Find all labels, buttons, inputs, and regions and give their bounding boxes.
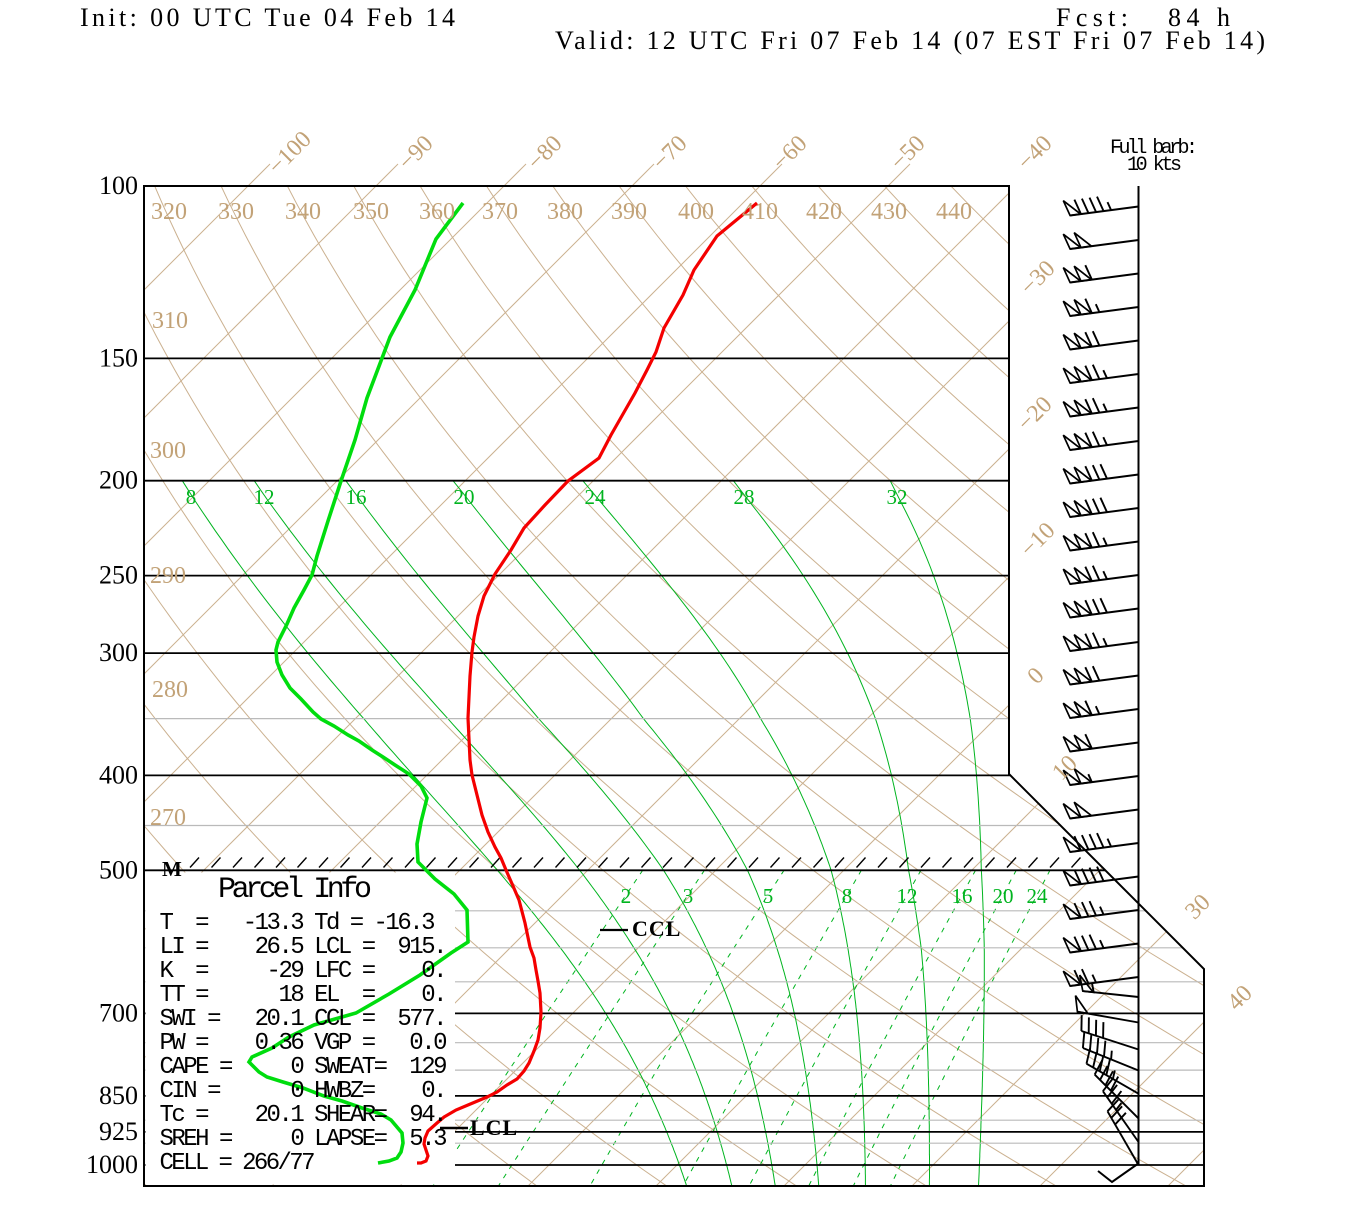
svg-text:320: 320 — [151, 199, 187, 225]
svg-text:925: 925 — [99, 1117, 138, 1146]
svg-text:410: 410 — [742, 199, 778, 225]
svg-text:350: 350 — [353, 199, 389, 225]
svg-text:CELL = 266/77: CELL = 266/77 — [160, 1150, 316, 1177]
svg-text:100: 100 — [99, 171, 138, 200]
svg-text:SREH = 0 LAPSE= 5.3: SREH = 0 LAPSE= 5.3 — [160, 1126, 448, 1153]
svg-text:Init: 00 UTC Tue 04 Feb 14: Init: 00 UTC Tue 04 Feb 14 — [80, 3, 455, 32]
svg-text:300: 300 — [150, 438, 186, 464]
svg-text:200: 200 — [99, 466, 138, 495]
svg-text:8: 8 — [186, 485, 197, 509]
svg-text:1000: 1000 — [86, 1150, 138, 1179]
svg-text:28: 28 — [734, 485, 755, 509]
svg-text:150: 150 — [99, 343, 138, 372]
svg-text:12: 12 — [897, 884, 918, 908]
svg-text:2: 2 — [621, 884, 632, 908]
svg-text:270: 270 — [150, 805, 186, 831]
svg-text:K = -29 LFC = 0.: K = -29 LFC = 0. — [160, 958, 448, 985]
svg-text:16: 16 — [346, 485, 367, 509]
svg-text:LI = 26.5 LCL = 915.: LI = 26.5 LCL = 915. — [160, 934, 448, 961]
svg-text:390: 390 — [611, 199, 647, 225]
svg-text:Parcel Info: Parcel Info — [218, 873, 372, 907]
svg-text:20: 20 — [454, 485, 475, 509]
svg-text:84 h: 84 h — [1168, 3, 1230, 32]
svg-text:310: 310 — [152, 308, 188, 334]
svg-text:LCL: LCL — [470, 1115, 518, 1140]
svg-text:10 kts: 10 kts — [1127, 154, 1182, 177]
svg-text:440: 440 — [936, 199, 972, 225]
svg-text:8: 8 — [842, 884, 853, 908]
svg-text:280: 280 — [152, 677, 188, 703]
svg-text:24: 24 — [585, 485, 607, 509]
svg-text:Full barb:: Full barb: — [1110, 137, 1198, 160]
svg-text:CAPE = 0 SWEAT= 129: CAPE = 0 SWEAT= 129 — [160, 1054, 448, 1081]
svg-text:430: 430 — [871, 199, 907, 225]
svg-text:370: 370 — [482, 199, 518, 225]
svg-text:290: 290 — [150, 563, 186, 589]
svg-text:24: 24 — [1027, 884, 1049, 908]
svg-text:T = -13.3 Td = -16.3: T = -13.3 Td = -16.3 — [160, 910, 436, 937]
svg-text:TT = 18 EL = 0.: TT = 18 EL = 0. — [160, 982, 448, 1009]
svg-text:700: 700 — [99, 998, 138, 1027]
svg-text:360: 360 — [419, 199, 455, 225]
svg-text:300: 300 — [99, 638, 138, 667]
svg-text:340: 340 — [285, 199, 321, 225]
svg-text:SWI = 20.1 CCL = 577.: SWI = 20.1 CCL = 577. — [160, 1006, 448, 1033]
svg-text:32: 32 — [887, 485, 908, 509]
svg-text:CIN = 0 HWBZ= 0.: CIN = 0 HWBZ= 0. — [160, 1078, 448, 1105]
svg-text:850: 850 — [99, 1081, 138, 1110]
svg-text:380: 380 — [547, 199, 583, 225]
svg-text:330: 330 — [218, 199, 254, 225]
svg-text:250: 250 — [99, 561, 138, 590]
svg-text:PW = 0.36 VGP = 0.0: PW = 0.36 VGP = 0.0 — [160, 1030, 448, 1057]
svg-text:M: M — [162, 857, 182, 881]
svg-text:16: 16 — [952, 884, 973, 908]
svg-text:420: 420 — [806, 199, 842, 225]
svg-text:400: 400 — [678, 199, 714, 225]
svg-text:400: 400 — [99, 760, 138, 789]
svg-text:Tc = 20.1 SHEAR= 94.: Tc = 20.1 SHEAR= 94. — [160, 1102, 448, 1129]
svg-text:500: 500 — [99, 855, 138, 884]
svg-text:12: 12 — [254, 485, 275, 509]
svg-text:3: 3 — [683, 884, 694, 908]
svg-text:5: 5 — [763, 884, 774, 908]
svg-text:20: 20 — [993, 884, 1014, 908]
svg-text:CCL: CCL — [632, 916, 681, 941]
